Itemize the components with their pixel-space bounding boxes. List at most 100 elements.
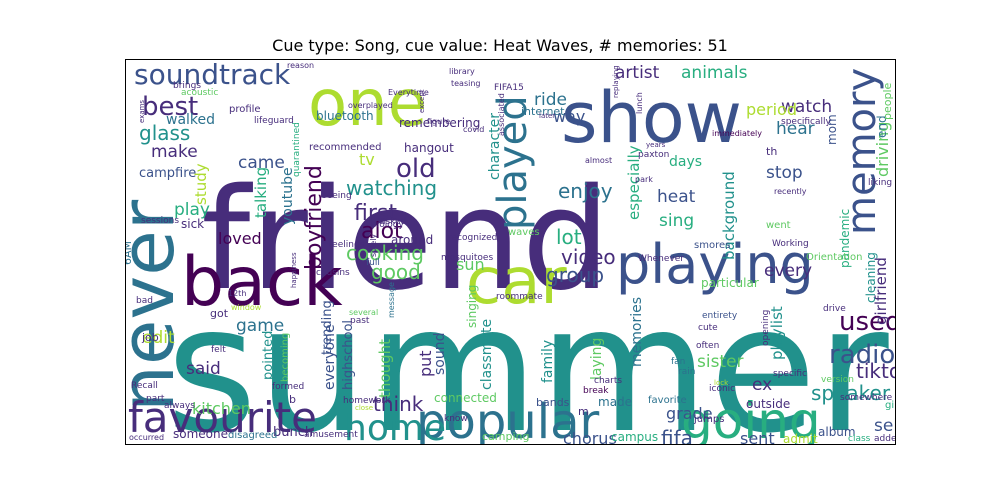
word-sister: sister (697, 352, 744, 372)
word-th: th (766, 145, 777, 158)
word-cleaning: cleaning (864, 252, 878, 303)
word-thought: thought (376, 339, 394, 398)
word-said: said (186, 359, 221, 379)
word-particular: particular (701, 276, 759, 290)
word-show: show (561, 77, 742, 159)
word-background: background (720, 171, 738, 260)
word-covid: covid (463, 125, 484, 134)
word-homework: homework (343, 396, 391, 406)
word-acoustic: acoustic (181, 88, 218, 98)
word-often: often (696, 341, 719, 351)
word-fifa: fifa (661, 426, 693, 445)
word-best: best (142, 92, 198, 122)
word-used: used (839, 307, 896, 337)
word-pandemic: pandemic (838, 209, 852, 268)
word-full: full (366, 258, 380, 268)
word-bluetooth: bluetooth (316, 109, 374, 123)
word-driving: driving (873, 122, 892, 177)
word-immediately: immediately (712, 129, 762, 138)
word-smores: smores (694, 240, 730, 251)
word-campus: campus (611, 430, 658, 444)
word-lot: lot (556, 225, 582, 249)
word-enjoy: enjoy (558, 179, 613, 203)
word-end: end (875, 115, 889, 138)
word-always: always (164, 401, 195, 411)
word-edit: edit (142, 328, 175, 348)
word-especially: especially (625, 145, 643, 220)
word-solely: solely (369, 234, 378, 257)
word-almost: almost (585, 156, 612, 165)
word-days: days (669, 154, 702, 170)
word-watch: watch (781, 97, 832, 117)
word-specific: specific (773, 369, 807, 379)
word-artist: artist (615, 63, 660, 83)
word-message: message (387, 282, 396, 318)
word-replaying: replaying (612, 65, 620, 98)
word-family: family (540, 340, 556, 383)
word-first: first (354, 201, 397, 226)
word-cooking: cooking (346, 241, 424, 265)
word-happiness: happiness (290, 252, 298, 288)
word-sun: sun (456, 255, 485, 274)
word-disagreed: disagreed (228, 430, 277, 441)
word-mosquitoes: mosquitoes (441, 253, 493, 263)
word-drive: drive (823, 304, 846, 314)
word-feelings: feelings (329, 240, 365, 250)
word-bad: bad (136, 296, 153, 306)
word-grade: grade (666, 404, 713, 423)
word-radio: radio (829, 340, 895, 370)
word-mom: mom (825, 114, 839, 145)
word-camping: camping (482, 430, 530, 443)
word-window: window (231, 303, 262, 312)
word-internet: internet (521, 105, 565, 118)
word-brings: brings (173, 81, 201, 91)
word-sound: sound (432, 333, 448, 376)
word-admit: admit (783, 432, 818, 445)
word-someone: someone (173, 427, 228, 441)
word-tv: tv (359, 150, 375, 169)
word-part: part (146, 394, 165, 404)
word-popular: popular (416, 394, 599, 445)
word-years: years (646, 141, 666, 149)
word-outside: outside (746, 397, 790, 411)
word-sing: sing (659, 211, 694, 231)
word-period: period (746, 100, 797, 119)
word-lifeguard: lifeguard (254, 116, 294, 126)
word-loved: loved (218, 229, 262, 248)
word-working: Working (772, 239, 809, 249)
word-quarantined: quarantined (292, 122, 302, 177)
word-animals: animals (681, 63, 748, 83)
word-fifa15: FIFA15 (494, 83, 524, 93)
word-iconic: iconic (709, 384, 735, 394)
word-think: think (373, 392, 424, 416)
word-orientation: Orientation (806, 252, 862, 263)
word-rain: rain (678, 367, 695, 377)
word-trending: trending (320, 300, 335, 355)
word-study: study (192, 163, 210, 205)
word-lunch: lunch (635, 92, 644, 114)
word-cousins: cousins (316, 268, 350, 278)
word-everytime: Everytime (388, 88, 429, 97)
word-glass: glass (139, 121, 190, 145)
word-12th: 12th (228, 289, 246, 298)
word-figure: figure (427, 117, 450, 126)
word-highschool: highschool (341, 320, 356, 390)
word-close: close (355, 404, 373, 412)
word-heat: heat (657, 187, 696, 207)
word-group: group (546, 263, 604, 287)
word-car: car (466, 245, 567, 319)
word-asked: asked (380, 217, 406, 227)
word-went: went (766, 220, 791, 231)
word-teasing: teasing (451, 79, 481, 88)
word-youtube: youtube (280, 167, 296, 225)
chart-title: Cue type: Song, cue value: Heat Waves, #… (272, 36, 728, 55)
word-playing: playing (616, 233, 814, 296)
word-around: around (391, 233, 433, 247)
word-recall: Recall (131, 381, 158, 391)
word-entirety: entirety (702, 311, 738, 321)
word-remembering: remembering (399, 116, 480, 130)
word-people: people (881, 82, 894, 120)
word-album: album (818, 425, 856, 439)
word-laying: laying (589, 338, 605, 380)
